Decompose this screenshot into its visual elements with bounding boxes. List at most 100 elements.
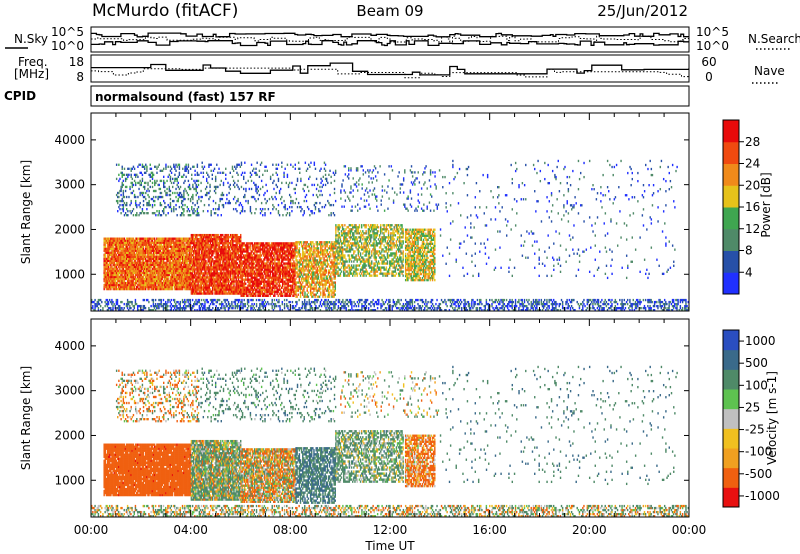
power-cell bbox=[146, 243, 148, 246]
power-cell bbox=[152, 255, 155, 258]
power-cell bbox=[318, 261, 321, 264]
power-cell bbox=[293, 280, 295, 283]
power-cell bbox=[200, 280, 203, 283]
power-cell bbox=[236, 248, 239, 251]
power-cell bbox=[255, 248, 257, 251]
power-cell bbox=[260, 242, 263, 245]
power-cell bbox=[290, 292, 293, 295]
power-cell bbox=[305, 249, 307, 252]
power-cell bbox=[127, 247, 129, 250]
power-cell bbox=[225, 235, 227, 239]
power-cell bbox=[194, 233, 196, 237]
power-cell bbox=[127, 243, 129, 246]
power-cell bbox=[132, 279, 135, 283]
power-cell bbox=[165, 281, 167, 285]
power-cell bbox=[219, 264, 222, 267]
power-cell bbox=[232, 235, 234, 239]
power-cell bbox=[274, 266, 276, 269]
power-cell bbox=[161, 269, 164, 273]
nave-tick-high: 60 bbox=[701, 55, 716, 69]
power-cell bbox=[185, 267, 187, 271]
power-cell bbox=[231, 284, 233, 287]
power-cell bbox=[249, 270, 251, 273]
power-cell bbox=[113, 277, 115, 281]
power-cell bbox=[185, 287, 187, 291]
power-cell bbox=[196, 260, 198, 263]
power-cell bbox=[223, 288, 225, 291]
power-cell bbox=[236, 266, 239, 269]
power-cell bbox=[217, 233, 219, 237]
power-cell bbox=[104, 251, 106, 254]
power-cell bbox=[194, 266, 196, 269]
power-cell bbox=[110, 265, 112, 269]
power-cell bbox=[170, 279, 173, 283]
power-cell bbox=[255, 282, 257, 285]
power-cell bbox=[316, 273, 319, 276]
power-cell bbox=[170, 273, 173, 277]
power-cell bbox=[281, 292, 284, 295]
power-cell bbox=[216, 288, 218, 291]
power-cell bbox=[168, 285, 170, 289]
power-cell bbox=[118, 277, 120, 281]
power-cell bbox=[309, 289, 312, 292]
power-cell bbox=[268, 276, 270, 279]
power-cell bbox=[199, 272, 202, 275]
power-cell bbox=[183, 249, 185, 252]
power-cell bbox=[289, 242, 292, 245]
power-cell bbox=[222, 248, 224, 251]
power-cell bbox=[234, 256, 236, 259]
power-cell bbox=[241, 268, 244, 271]
power-cell bbox=[234, 288, 236, 291]
power-cell bbox=[186, 281, 188, 285]
power-cell bbox=[147, 269, 149, 273]
power-cell bbox=[168, 253, 170, 256]
power-cell bbox=[240, 244, 242, 247]
power-cell bbox=[199, 242, 202, 245]
power-cell bbox=[113, 287, 115, 291]
power-cell bbox=[156, 287, 158, 291]
power-cell bbox=[318, 257, 321, 260]
power-cell bbox=[198, 264, 200, 267]
power-cell bbox=[159, 273, 161, 277]
power-cell bbox=[127, 287, 129, 291]
power-cell bbox=[169, 277, 172, 281]
power-cell bbox=[231, 244, 233, 247]
power-cell bbox=[166, 269, 168, 273]
power-cell bbox=[241, 282, 244, 285]
power-cell bbox=[160, 273, 163, 277]
power-cell bbox=[313, 243, 315, 246]
power-cell bbox=[214, 235, 216, 239]
power-cell bbox=[227, 282, 230, 285]
power-cell bbox=[250, 288, 253, 291]
power-cell bbox=[266, 252, 268, 255]
power-cell bbox=[164, 263, 166, 267]
power-cell bbox=[300, 283, 303, 286]
power-cell bbox=[148, 253, 150, 256]
power-cell bbox=[237, 274, 240, 277]
power-cell bbox=[181, 279, 184, 283]
power-cell bbox=[233, 258, 235, 261]
power-cell bbox=[128, 261, 130, 265]
power-cell bbox=[205, 246, 207, 249]
power-cell bbox=[224, 256, 226, 259]
power-cell bbox=[205, 233, 207, 237]
power-cell bbox=[165, 267, 167, 271]
power-cell bbox=[131, 247, 133, 250]
power-cell bbox=[158, 253, 160, 256]
power-cell bbox=[167, 259, 169, 263]
power-cell bbox=[211, 274, 214, 277]
power-cell bbox=[216, 284, 218, 287]
power-cell bbox=[284, 276, 286, 279]
power-cell bbox=[164, 277, 166, 281]
power-cell bbox=[218, 268, 221, 271]
power-cell bbox=[139, 275, 141, 279]
power-cell bbox=[253, 270, 256, 273]
power-cell bbox=[277, 266, 279, 269]
power-cell bbox=[144, 263, 147, 267]
power-cell bbox=[247, 276, 249, 279]
power-cell bbox=[229, 270, 232, 273]
power-cell bbox=[105, 287, 108, 291]
power-cell bbox=[334, 287, 336, 290]
power-cell bbox=[210, 258, 213, 261]
power-cell bbox=[150, 251, 152, 254]
